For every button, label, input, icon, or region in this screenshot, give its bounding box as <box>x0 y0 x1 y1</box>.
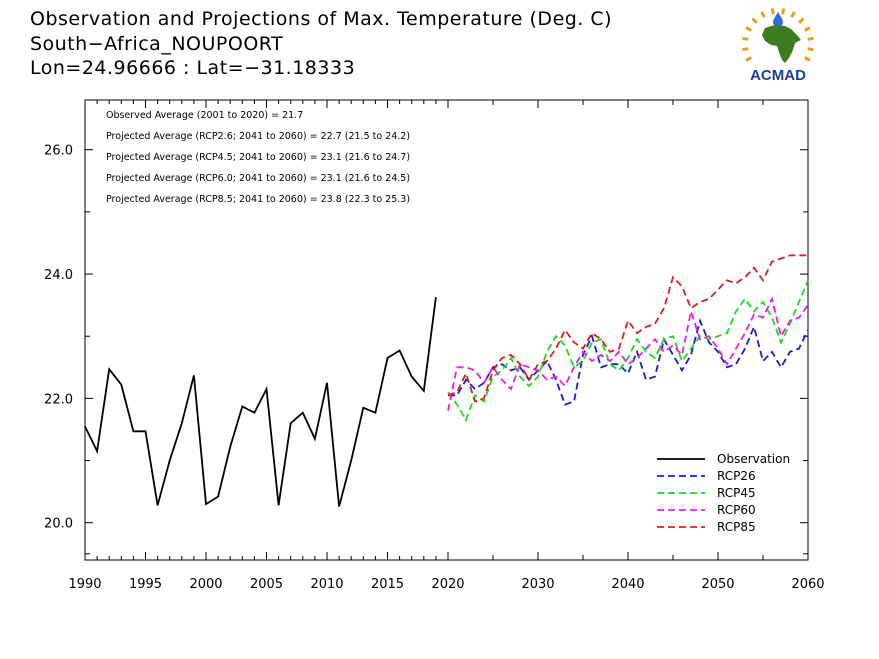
legend-label: RCP45 <box>717 486 756 500</box>
x-tick-label: 1995 <box>129 577 162 592</box>
x-tick-label: 2010 <box>310 577 343 592</box>
series-line-rcp26 <box>448 317 809 406</box>
legend-label: RCP26 <box>717 469 756 483</box>
legend-label: Observation <box>717 452 790 466</box>
x-tick-label: 2060 <box>791 577 824 592</box>
average-annotation: Observed Average (2001 to 2020) = 21.7 <box>106 110 303 121</box>
africa-map-icon <box>762 25 801 63</box>
legend-label: RCP60 <box>717 503 756 517</box>
x-tick-label: 2050 <box>701 577 734 592</box>
x-tick-label: 2005 <box>250 577 283 592</box>
x-tick-label: 2030 <box>521 577 554 592</box>
legend-label: RCP85 <box>717 520 756 534</box>
average-annotation: Projected Average (RCP6.0; 2041 to 2060)… <box>106 173 410 184</box>
coordinates-label: Lon=24.96666 : Lat=−31.18333 <box>30 57 356 79</box>
logo-text: ACMAD <box>750 67 806 84</box>
series-line-rcp85 <box>447 254 808 403</box>
x-tick-label: 2015 <box>371 577 404 592</box>
x-tick-label: 2020 <box>431 577 464 592</box>
x-tick-label: 2040 <box>611 577 644 592</box>
y-tick-label: 24.0 <box>44 268 73 283</box>
series-line-observation <box>84 296 437 507</box>
average-annotation: Projected Average (RCP2.6; 2041 to 2060)… <box>106 131 410 142</box>
chart-title: Observation and Projections of Max. Temp… <box>30 8 613 30</box>
average-annotation: Projected Average (RCP8.5; 2041 to 2060)… <box>106 194 410 205</box>
y-tick-label: 26.0 <box>44 144 73 159</box>
x-tick-label: 2000 <box>189 577 222 592</box>
acmad-logo: ACMAD <box>735 8 821 84</box>
series-line-rcp45 <box>447 279 809 423</box>
water-drop-icon <box>773 12 783 27</box>
plot-frame <box>84 99 809 561</box>
x-tick-label: 1990 <box>68 577 101 592</box>
legend: Observation RCP26 RCP45 RCP60 RCP85 <box>657 452 790 534</box>
y-tick-label: 22.0 <box>44 392 73 407</box>
y-tick-label: 20.0 <box>44 517 73 532</box>
average-annotation: Projected Average (RCP4.5; 2041 to 2060)… <box>106 152 410 163</box>
series-line-rcp60 <box>447 296 809 411</box>
location-name: South−Africa_NOUPOORT <box>30 33 284 55</box>
sun-rays-icon <box>742 8 814 62</box>
